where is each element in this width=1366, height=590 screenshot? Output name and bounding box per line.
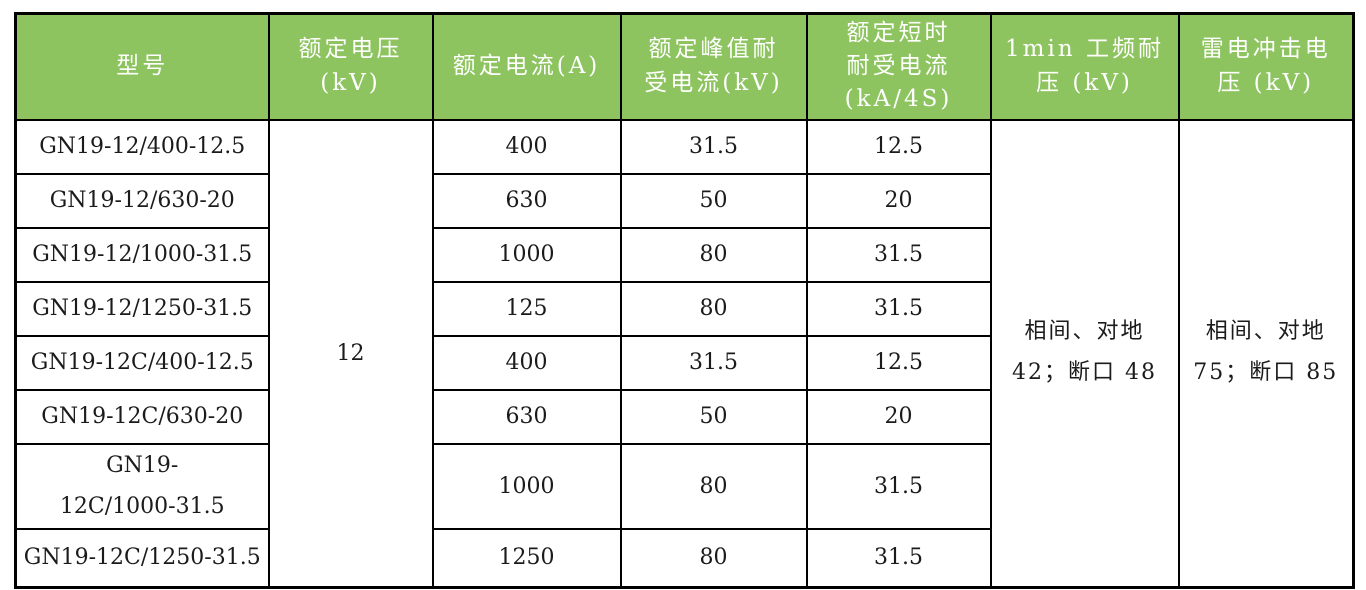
rated-current-cell: 630: [431, 388, 622, 445]
peak-withstand-cell: 80: [619, 280, 808, 337]
header-row: 型号 额定电压 (kV) 额定电流(A) 额定峰值耐 受电流(kV) 额定短时 …: [14, 12, 1355, 121]
peak-withstand-cell: 50: [619, 388, 808, 445]
table-row: GN19-12/1250-31.5 125 80 31.5: [14, 280, 1354, 337]
short-time-cell: 12.5: [805, 334, 992, 391]
switch-spec-table: 型号 额定电压 (kV) 额定电流(A) 额定峰值耐 受电流(kV) 额定短时 …: [14, 12, 1355, 589]
table-body: GN19-12/400-12.5 12 400 31.5 12.5 相间、对地 …: [14, 118, 1355, 589]
rated-current-cell: 630: [431, 172, 622, 229]
model-cell: GN19- 12C/1000-31.5: [14, 442, 270, 531]
rated-voltage-merged-cell: 12: [267, 118, 434, 589]
model-cell: GN19-12/630-20: [14, 172, 270, 229]
model-cell: GN19-12C/630-20: [14, 388, 270, 445]
model-cell: GN19-12C/400-12.5: [14, 334, 270, 391]
table-row: GN19-12/400-12.5 12 400 31.5 12.5 相间、对地 …: [14, 118, 1355, 589]
table-row: GN19-12C/400-12.5 400 31.5 12.5: [14, 334, 1354, 391]
short-time-cell: 12.5: [805, 118, 992, 175]
power-frequency-merged-cell: 相间、对地 42；断口 48: [989, 118, 1180, 589]
short-time-cell: 31.5: [805, 528, 992, 589]
peak-withstand-cell: 80: [619, 442, 808, 531]
short-time-cell: 31.5: [805, 280, 992, 337]
rated-current-cell: 1000: [431, 442, 622, 531]
header-cell-short-time: 额定短时 耐受电流 (kA/4S): [805, 12, 992, 121]
short-time-cell: 31.5: [805, 442, 992, 531]
header-cell-lightning: 雷电冲击电 压 (kV): [1177, 12, 1355, 121]
model-cell: GN19-12C/1250-31.5: [14, 528, 270, 589]
header-cell-rated-voltage: 额定电压 (kV): [267, 12, 434, 121]
rated-current-cell: 1250: [431, 528, 622, 589]
peak-withstand-cell: 50: [619, 172, 808, 229]
peak-withstand-cell: 80: [619, 528, 808, 589]
header-cell-power-frequency: 1min 工频耐 压 (kV): [989, 12, 1180, 121]
header-cell-peak-withstand: 额定峰值耐 受电流(kV): [619, 12, 808, 121]
table-row: GN19- 12C/1000-31.5 1000 80 31.5: [14, 442, 1354, 531]
model-cell: GN19-12/1000-31.5: [14, 226, 270, 283]
lightning-impulse-merged-cell: 相间、对地 75；断口 85: [1177, 118, 1355, 589]
header-cell-model: 型号: [14, 12, 270, 121]
peak-withstand-cell: 31.5: [619, 118, 808, 175]
peak-withstand-cell: 31.5: [619, 334, 808, 391]
peak-withstand-cell: 80: [619, 226, 808, 283]
short-time-cell: 31.5: [805, 226, 992, 283]
table-row: GN19-12C/1250-31.5 1250 80 31.5: [14, 528, 1354, 589]
model-cell: GN19-12/400-12.5: [14, 118, 270, 175]
rated-current-cell: 1000: [431, 226, 622, 283]
rated-current-cell: 400: [431, 334, 622, 391]
rated-current-cell: 400: [431, 118, 622, 175]
model-cell: GN19-12/1250-31.5: [14, 280, 270, 337]
table-row: GN19-12C/630-20 630 50 20: [14, 388, 1354, 445]
table-row: GN19-12/630-20 630 50 20: [14, 172, 1354, 229]
header-cell-rated-current: 额定电流(A): [431, 12, 622, 121]
short-time-cell: 20: [805, 172, 992, 229]
short-time-cell: 20: [805, 388, 992, 445]
table-row: GN19-12/1000-31.5 1000 80 31.5: [14, 226, 1354, 283]
table-header: 型号 额定电压 (kV) 额定电流(A) 额定峰值耐 受电流(kV) 额定短时 …: [14, 12, 1355, 121]
rated-current-cell: 125: [431, 280, 622, 337]
